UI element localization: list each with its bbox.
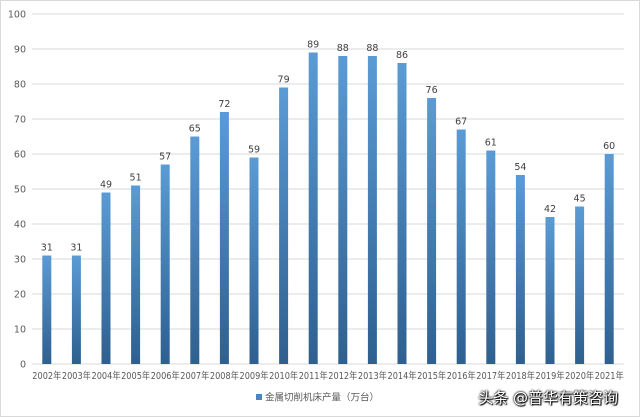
bar [575, 206, 585, 364]
y-tick-label: 70 [14, 115, 26, 126]
data-label: 42 [544, 204, 556, 215]
x-tick-label: 2012年 [328, 370, 357, 382]
y-tick-label: 80 [14, 80, 26, 91]
legend-label: 金属切削机床产量（万台） [265, 392, 379, 404]
data-label: 54 [514, 162, 526, 173]
bar [397, 63, 407, 364]
data-label: 51 [130, 173, 142, 184]
bar [515, 175, 525, 364]
bar [604, 154, 614, 364]
x-tick-label: 2009年 [240, 370, 269, 382]
legend-swatch [256, 394, 262, 400]
x-tick-label: 2007年 [180, 370, 209, 382]
x-tick-label: 2004年 [92, 370, 121, 382]
bar [249, 157, 259, 364]
y-tick-label: 90 [14, 45, 26, 56]
bar [308, 52, 318, 364]
bar [101, 192, 111, 364]
bar [427, 98, 437, 364]
data-label: 67 [455, 117, 467, 128]
bar [338, 56, 348, 364]
watermark: 头条 @普华有策咨询 [478, 389, 618, 407]
y-axis-tick-labels: 0 10 20 30 40 50 60 70 80 90 100 [8, 10, 26, 371]
bar [486, 150, 496, 364]
y-tick-label: 60 [14, 150, 26, 161]
data-label: 88 [366, 43, 378, 54]
x-tick-label: 2003年 [62, 370, 91, 382]
x-tick-label: 2008年 [210, 370, 239, 382]
x-tick-label: 2016年 [447, 370, 476, 382]
data-label: 61 [485, 138, 497, 149]
x-tick-label: 2020年 [565, 370, 594, 382]
data-label: 65 [189, 124, 201, 135]
x-tick-label: 2002年 [32, 370, 61, 382]
x-tick-label: 2018年 [506, 370, 535, 382]
data-label: 59 [248, 145, 260, 156]
x-tick-label: 2006年 [151, 370, 180, 382]
bar [131, 185, 141, 364]
data-label: 31 [41, 243, 53, 254]
bar [545, 217, 555, 364]
x-tick-label: 2015年 [417, 370, 446, 382]
data-label: 57 [159, 152, 171, 163]
x-tick-label: 2013年 [358, 370, 387, 382]
bar [279, 87, 289, 364]
y-tick-label: 100 [8, 10, 26, 21]
y-tick-label: 50 [14, 185, 26, 196]
bar [219, 112, 229, 364]
bar [190, 136, 200, 364]
x-tick-label: 2021年 [595, 370, 624, 382]
bars [42, 52, 614, 364]
y-tick-label: 40 [14, 220, 26, 231]
x-tick-label: 2011年 [299, 370, 328, 382]
data-label: 86 [396, 50, 408, 61]
bar [367, 56, 377, 364]
y-tick-label: 0 [20, 360, 26, 371]
x-axis-tick-labels: 2002年2003年2004年2005年2006年2007年2008年2009年… [32, 370, 624, 382]
data-label: 31 [70, 243, 82, 254]
y-tick-label: 10 [14, 325, 26, 336]
bar [71, 255, 81, 364]
data-label: 72 [218, 99, 230, 110]
bar [42, 255, 52, 364]
data-label: 89 [307, 40, 319, 51]
data-label: 88 [337, 43, 349, 54]
x-tick-label: 2014年 [388, 370, 417, 382]
data-label: 45 [574, 194, 586, 205]
bar [160, 164, 170, 364]
x-tick-label: 2019年 [536, 370, 565, 382]
y-tick-label: 30 [14, 255, 26, 266]
data-label: 60 [603, 141, 615, 152]
x-tick-label: 2017年 [476, 370, 505, 382]
x-tick-label: 2010年 [269, 370, 298, 382]
data-label: 79 [278, 75, 290, 86]
legend: 金属切削机床产量（万台） [256, 392, 379, 404]
data-labels: 31 31 49 51 57 65 72 59 79 89 88 88 86 76 67 61 54 42 45 60 [41, 40, 615, 254]
x-tick-label: 2005年 [121, 370, 150, 382]
data-label: 49 [100, 180, 112, 191]
data-label: 76 [426, 85, 438, 96]
bar [456, 129, 466, 364]
gridlines [32, 13, 624, 365]
y-tick-label: 20 [14, 290, 26, 301]
